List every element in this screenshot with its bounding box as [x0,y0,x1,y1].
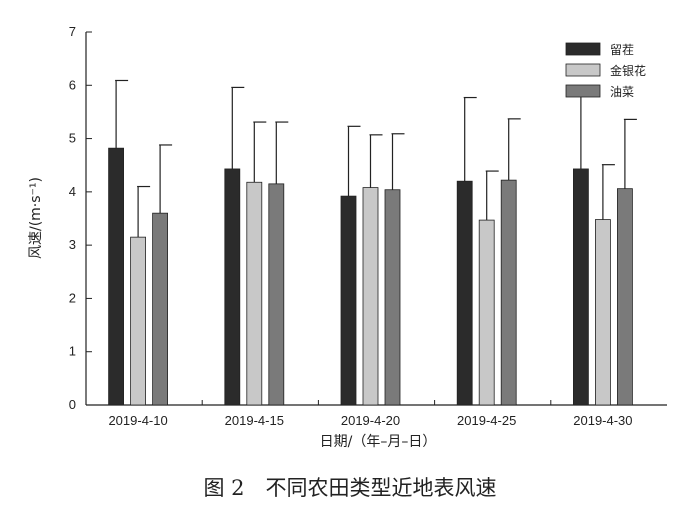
bar [152,212,169,406]
bar [340,195,357,406]
y-tick-label: 4 [69,184,76,199]
y-axis-title: 风速/(m·s⁻¹) [28,177,44,259]
y-tick-label: 7 [69,24,76,39]
y-tick-label: 5 [69,131,76,146]
figure-caption: 图 2 不同农田类型近地表风速 [203,476,496,500]
bar [617,188,633,406]
legend-swatch [565,84,601,98]
bar [246,181,263,406]
x-tick-label: 2019-4-30 [573,413,632,428]
bar [224,168,241,406]
x-axis: 2019-4-10 2019-4-15 2019-4-20 2019-4-25 2019… [86,400,667,428]
bar [384,189,401,406]
x-tick-label: 2019-4-25 [457,413,516,428]
bar [500,179,517,406]
legend-swatch [565,42,601,56]
bar [595,219,611,406]
legend-swatch [565,63,601,77]
y-tick-label: 2 [69,290,76,305]
bar [108,147,124,406]
x-tick-label: 2019-4-15 [225,413,284,428]
bar [362,187,379,406]
bar [478,219,495,406]
y-tick-label: 6 [69,77,76,92]
y-tick-label: 3 [69,237,76,252]
bar [130,236,147,406]
y-axis: 0 1 2 3 4 5 6 7 [69,24,92,412]
x-tick-label: 2019-4-20 [341,413,400,428]
x-axis-title: 日期/（年–月–日） [320,434,437,450]
legend-label: 油菜 [610,85,634,99]
bars [108,79,637,406]
y-tick-label: 1 [69,344,76,359]
y-tick-label: 0 [69,397,76,412]
x-tick-label: 2019-4-10 [108,413,167,428]
bar [268,183,285,406]
bar [456,180,473,406]
legend-label: 留茬 [610,43,634,57]
legend-label: 金银花 [610,63,646,78]
bar [573,168,589,406]
